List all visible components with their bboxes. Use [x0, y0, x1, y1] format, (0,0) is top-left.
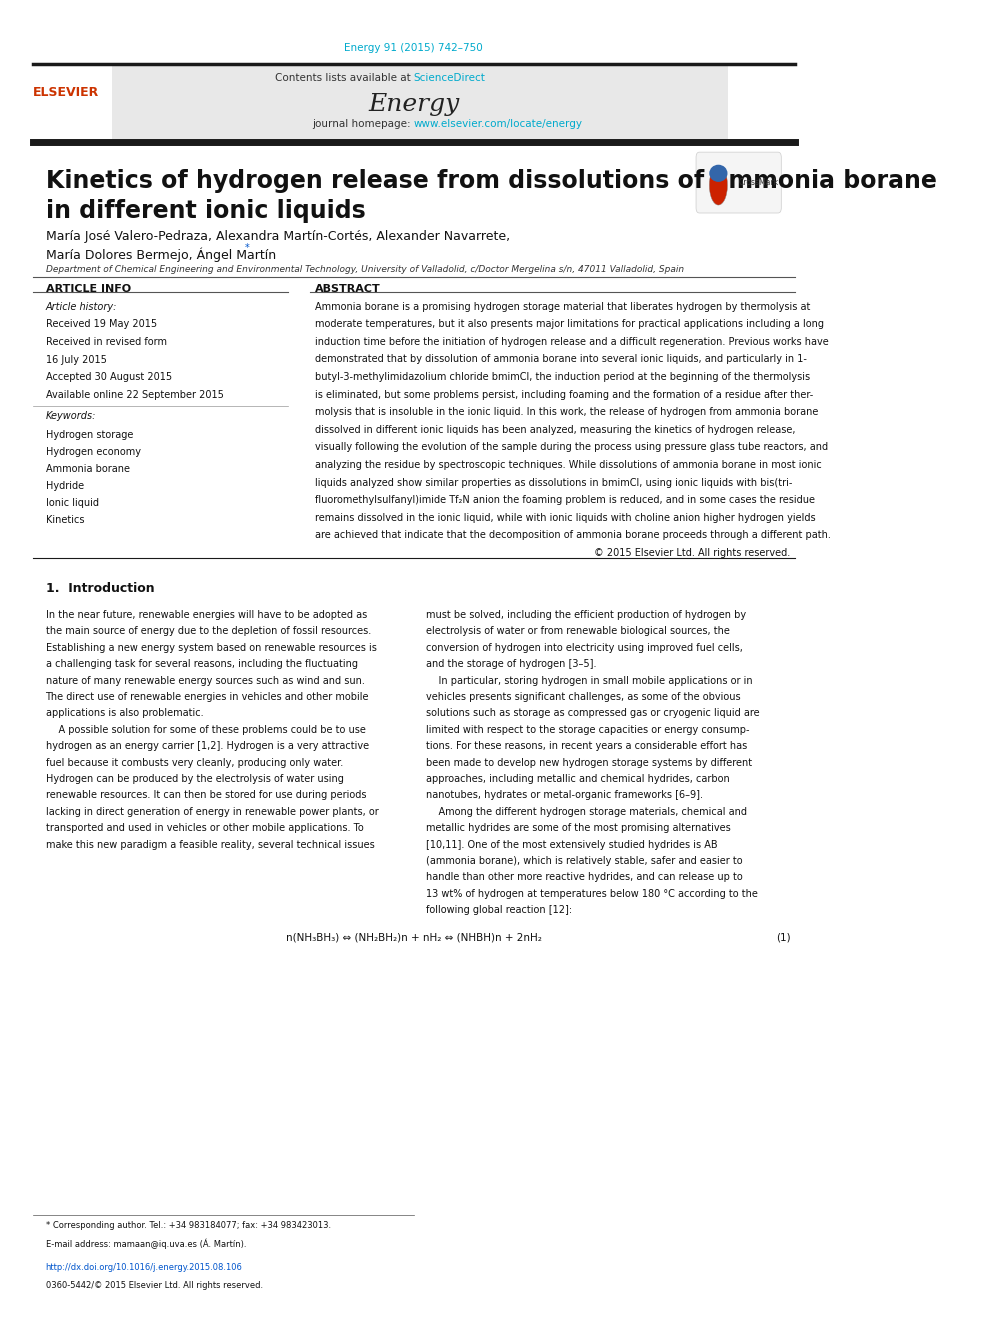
Text: Contents lists available at: Contents lists available at — [275, 73, 414, 83]
Text: dissolved in different ionic liquids has been analyzed, measuring the kinetics o: dissolved in different ionic liquids has… — [314, 425, 795, 435]
Text: Energy: Energy — [368, 93, 459, 115]
Text: n(NH₃BH₃) ⇔ (NH₂BH₂)n + nH₂ ⇔ (NHBH)n + 2nH₂: n(NH₃BH₃) ⇔ (NH₂BH₂)n + nH₂ ⇔ (NHBH)n + … — [286, 933, 542, 943]
Text: Ionic liquid: Ionic liquid — [46, 497, 98, 508]
Text: Received in revised form: Received in revised form — [46, 336, 167, 347]
Text: renewable resources. It can then be stored for use during periods: renewable resources. It can then be stor… — [46, 790, 366, 800]
Text: demonstrated that by dissolution of ammonia borane into several ionic liquids, a: demonstrated that by dissolution of ammo… — [314, 355, 806, 364]
Text: ARTICLE INFO: ARTICLE INFO — [46, 284, 131, 295]
Text: solutions such as storage as compressed gas or cryogenic liquid are: solutions such as storage as compressed … — [427, 708, 760, 718]
Text: Hydrogen can be produced by the electrolysis of water using: Hydrogen can be produced by the electrol… — [46, 774, 343, 785]
Text: lacking in direct generation of energy in renewable power plants, or: lacking in direct generation of energy i… — [46, 807, 378, 816]
Text: 13 wt% of hydrogen at temperatures below 180 °C according to the: 13 wt% of hydrogen at temperatures below… — [427, 889, 758, 898]
Text: *: * — [245, 243, 250, 254]
Text: Hydrogen storage: Hydrogen storage — [46, 430, 133, 441]
Text: Hydrogen economy: Hydrogen economy — [46, 447, 141, 456]
Text: been made to develop new hydrogen storage systems by different: been made to develop new hydrogen storag… — [427, 758, 752, 767]
Text: In the near future, renewable energies will have to be adopted as: In the near future, renewable energies w… — [46, 610, 367, 620]
Text: 0360-5442/© 2015 Elsevier Ltd. All rights reserved.: 0360-5442/© 2015 Elsevier Ltd. All right… — [46, 1281, 263, 1290]
Text: limited with respect to the storage capacities or energy consump-: limited with respect to the storage capa… — [427, 725, 750, 734]
Text: fuel because it combusts very cleanly, producing only water.: fuel because it combusts very cleanly, p… — [46, 758, 343, 767]
Text: 16 July 2015: 16 July 2015 — [46, 355, 106, 365]
Text: María Dolores Bermejo, Ángel Martín: María Dolores Bermejo, Ángel Martín — [46, 247, 276, 262]
Text: * Corresponding author. Tel.: +34 983184077; fax: +34 983423013.: * Corresponding author. Tel.: +34 983184… — [46, 1221, 330, 1230]
Text: liquids analyzed show similar properties as dissolutions in bmimCl, using ionic : liquids analyzed show similar properties… — [314, 478, 792, 488]
Text: Hydride: Hydride — [46, 480, 83, 491]
FancyBboxPatch shape — [696, 152, 782, 213]
Text: [10,11]. One of the most extensively studied hydrides is AB: [10,11]. One of the most extensively stu… — [427, 840, 718, 849]
Text: following global reaction [12]:: following global reaction [12]: — [427, 905, 572, 916]
Text: moderate temperatures, but it also presents major limitations for practical appl: moderate temperatures, but it also prese… — [314, 319, 823, 329]
Text: http://dx.doi.org/10.1016/j.energy.2015.08.106: http://dx.doi.org/10.1016/j.energy.2015.… — [46, 1263, 242, 1273]
Text: Ammonia borane: Ammonia borane — [46, 464, 130, 474]
FancyBboxPatch shape — [112, 65, 728, 139]
Text: metallic hydrides are some of the most promising alternatives: metallic hydrides are some of the most p… — [427, 823, 731, 833]
Text: ELSEVIER: ELSEVIER — [33, 86, 99, 99]
Text: tions. For these reasons, in recent years a considerable effort has: tions. For these reasons, in recent year… — [427, 741, 748, 751]
Text: electrolysis of water or from renewable biological sources, the: electrolysis of water or from renewable … — [427, 626, 730, 636]
Text: remains dissolved in the ionic liquid, while with ionic liquids with choline ani: remains dissolved in the ionic liquid, w… — [314, 513, 815, 523]
Text: are achieved that indicate that the decomposition of ammonia borane proceeds thr: are achieved that indicate that the deco… — [314, 531, 830, 540]
Text: CrossMark: CrossMark — [739, 179, 779, 187]
Text: In particular, storing hydrogen in small mobile applications or in: In particular, storing hydrogen in small… — [427, 676, 753, 685]
Text: Establishing a new energy system based on renewable resources is: Establishing a new energy system based o… — [46, 643, 376, 652]
Text: transported and used in vehicles or other mobile applications. To: transported and used in vehicles or othe… — [46, 823, 363, 833]
Text: handle than other more reactive hydrides, and can release up to: handle than other more reactive hydrides… — [427, 872, 743, 882]
Text: The direct use of renewable energies in vehicles and other mobile: The direct use of renewable energies in … — [46, 692, 369, 703]
Text: Energy 91 (2015) 742–750: Energy 91 (2015) 742–750 — [344, 42, 483, 53]
Text: E-mail address: mamaan@iq.uva.es (Á. Martín).: E-mail address: mamaan@iq.uva.es (Á. Mar… — [46, 1238, 246, 1249]
Text: A possible solution for some of these problems could be to use: A possible solution for some of these pr… — [46, 725, 365, 734]
Text: and the storage of hydrogen [3–5].: and the storage of hydrogen [3–5]. — [427, 659, 597, 669]
Text: nanotubes, hydrates or metal-organic frameworks [6–9].: nanotubes, hydrates or metal-organic fra… — [427, 790, 703, 800]
Text: is eliminated, but some problems persist, including foaming and the formation of: is eliminated, but some problems persist… — [314, 389, 812, 400]
Text: analyzing the residue by spectroscopic techniques. While dissolutions of ammonia: analyzing the residue by spectroscopic t… — [314, 460, 821, 470]
Text: Kinetics of hydrogen release from dissolutions of ammonia borane
in different io: Kinetics of hydrogen release from dissol… — [46, 169, 936, 224]
Text: ABSTRACT: ABSTRACT — [314, 284, 380, 295]
Text: applications is also problematic.: applications is also problematic. — [46, 708, 203, 718]
Text: a challenging task for several reasons, including the fluctuating: a challenging task for several reasons, … — [46, 659, 357, 669]
Text: hydrogen as an energy carrier [1,2]. Hydrogen is a very attractive: hydrogen as an energy carrier [1,2]. Hyd… — [46, 741, 369, 751]
Text: approaches, including metallic and chemical hydrides, carbon: approaches, including metallic and chemi… — [427, 774, 730, 785]
Text: journal homepage:: journal homepage: — [311, 119, 414, 130]
Ellipse shape — [709, 165, 727, 183]
Text: Accepted 30 August 2015: Accepted 30 August 2015 — [46, 373, 172, 382]
Text: Available online 22 September 2015: Available online 22 September 2015 — [46, 390, 223, 401]
Text: vehicles presents significant challenges, as some of the obvious: vehicles presents significant challenges… — [427, 692, 741, 703]
Text: molysis that is insoluble in the ionic liquid. In this work, the release of hydr: molysis that is insoluble in the ionic l… — [314, 407, 817, 417]
Text: visually following the evolution of the sample during the process using pressure: visually following the evolution of the … — [314, 442, 827, 452]
Text: make this new paradigm a feasible reality, several technical issues: make this new paradigm a feasible realit… — [46, 840, 374, 849]
Text: (ammonia borane), which is relatively stable, safer and easier to: (ammonia borane), which is relatively st… — [427, 856, 743, 867]
Text: Keywords:: Keywords: — [46, 411, 96, 422]
Text: induction time before the initiation of hydrogen release and a difficult regener: induction time before the initiation of … — [314, 337, 828, 347]
Text: butyl-3-methylimidazolium chloride bmimCl, the induction period at the beginning: butyl-3-methylimidazolium chloride bmimC… — [314, 372, 809, 382]
Text: María José Valero-Pedraza, Alexandra Martín-Cortés, Alexander Navarrete,: María José Valero-Pedraza, Alexandra Mar… — [46, 230, 510, 243]
Text: Ammonia borane is a promising hydrogen storage material that liberates hydrogen : Ammonia borane is a promising hydrogen s… — [314, 302, 809, 312]
Text: conversion of hydrogen into electricity using improved fuel cells,: conversion of hydrogen into electricity … — [427, 643, 743, 652]
Text: Among the different hydrogen storage materials, chemical and: Among the different hydrogen storage mat… — [427, 807, 747, 816]
Text: Department of Chemical Engineering and Environmental Technology, University of V: Department of Chemical Engineering and E… — [46, 265, 683, 274]
Text: nature of many renewable energy sources such as wind and sun.: nature of many renewable energy sources … — [46, 676, 364, 685]
Text: Article history:: Article history: — [46, 302, 117, 312]
Text: fluoromethylsulfanyl)imide Tf₂N anion the foaming problem is reduced, and in som: fluoromethylsulfanyl)imide Tf₂N anion th… — [314, 495, 814, 505]
Ellipse shape — [709, 165, 727, 205]
Text: (1): (1) — [776, 933, 791, 943]
Text: ScienceDirect: ScienceDirect — [414, 73, 486, 83]
Text: Kinetics: Kinetics — [46, 515, 84, 525]
Text: the main source of energy due to the depletion of fossil resources.: the main source of energy due to the dep… — [46, 626, 371, 636]
Text: must be solved, including the efficient production of hydrogen by: must be solved, including the efficient … — [427, 610, 746, 620]
Text: © 2015 Elsevier Ltd. All rights reserved.: © 2015 Elsevier Ltd. All rights reserved… — [594, 548, 791, 558]
Text: Received 19 May 2015: Received 19 May 2015 — [46, 319, 157, 329]
Text: www.elsevier.com/locate/energy: www.elsevier.com/locate/energy — [414, 119, 583, 130]
Text: 1.  Introduction: 1. Introduction — [46, 582, 154, 595]
